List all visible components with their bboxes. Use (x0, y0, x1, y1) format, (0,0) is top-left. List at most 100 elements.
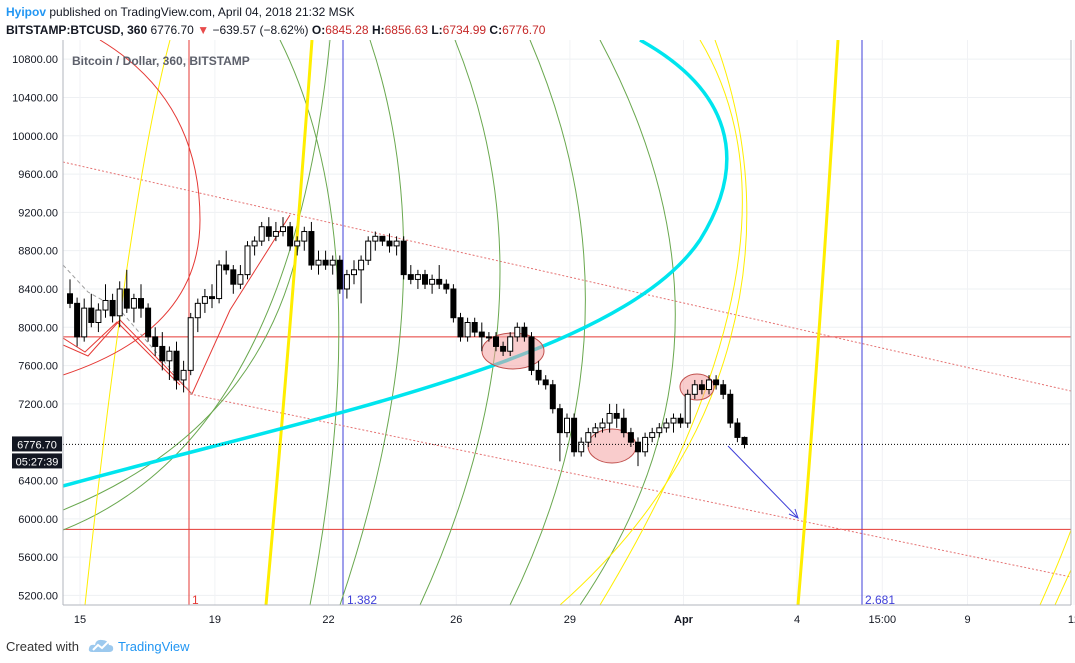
candle[interactable] (535, 360, 542, 385)
candle[interactable] (265, 217, 272, 242)
candle[interactable] (343, 269, 350, 299)
candle[interactable] (627, 427, 634, 447)
candle[interactable] (74, 297, 81, 347)
candle[interactable] (571, 413, 578, 457)
candle[interactable] (130, 293, 137, 323)
candle[interactable] (471, 317, 478, 337)
candle[interactable] (230, 265, 237, 294)
candle[interactable] (116, 281, 123, 328)
candle[interactable] (585, 427, 592, 447)
candle[interactable] (436, 265, 443, 289)
candle[interactable] (393, 236, 400, 256)
candle[interactable] (656, 423, 663, 438)
candle[interactable] (187, 312, 194, 376)
candle[interactable] (109, 293, 116, 323)
candle[interactable] (727, 389, 734, 428)
candle[interactable] (620, 408, 627, 438)
candle[interactable] (528, 332, 535, 376)
candle[interactable] (500, 341, 507, 357)
candle[interactable] (95, 303, 102, 333)
candle[interactable] (145, 303, 152, 342)
candle[interactable] (734, 418, 741, 443)
candle[interactable] (237, 265, 244, 289)
cyan-parabola[interactable] (63, 40, 729, 488)
candle[interactable] (287, 221, 294, 251)
candle[interactable] (166, 346, 173, 380)
candle[interactable] (329, 255, 336, 275)
candle[interactable] (194, 298, 201, 333)
candle[interactable] (677, 413, 684, 428)
candle[interactable] (173, 341, 180, 390)
candle[interactable] (180, 360, 187, 393)
tradingview-cloud-icon[interactable] (88, 636, 114, 656)
candle[interactable] (663, 418, 670, 433)
channel-upper-line[interactable] (63, 161, 1071, 392)
x-axis[interactable]: 15 19 22 26 29 Apr 4 15:00 9 12 (74, 614, 1075, 626)
candle[interactable] (216, 260, 223, 304)
candle[interactable] (67, 279, 73, 309)
candle[interactable] (422, 269, 428, 289)
candle[interactable] (336, 255, 343, 294)
candle[interactable] (514, 322, 521, 342)
y-axis[interactable]: 10800.00 10400.00 10000.00 9600.00 9200.00 88… (12, 54, 58, 602)
candle[interactable] (564, 413, 570, 438)
candle[interactable] (209, 284, 215, 309)
price-chart[interactable]: Bitcoin / Dollar, 360, BITSTAMP 1 1.382 … (0, 40, 1075, 630)
candle[interactable] (152, 327, 159, 357)
candle[interactable] (493, 332, 499, 352)
candle[interactable] (691, 379, 698, 400)
candle[interactable] (407, 265, 414, 285)
candle[interactable] (201, 288, 208, 313)
candle[interactable] (649, 427, 656, 443)
candle[interactable] (698, 379, 705, 395)
candle[interactable] (599, 418, 606, 433)
candle[interactable] (549, 379, 556, 414)
tradingview-link[interactable]: TradingView (118, 639, 190, 654)
candle[interactable] (244, 241, 251, 280)
candle[interactable] (159, 332, 166, 371)
candle[interactable] (592, 423, 599, 438)
candle[interactable] (251, 236, 258, 256)
candle[interactable] (315, 250, 322, 275)
candle[interactable] (308, 221, 315, 270)
candle[interactable] (542, 375, 549, 390)
candle[interactable] (81, 298, 88, 342)
candle[interactable] (556, 403, 563, 462)
candle[interactable] (322, 250, 329, 270)
channel-lower-line[interactable] (189, 393, 1071, 578)
candle[interactable] (301, 226, 308, 251)
author-link[interactable]: Hyipov (6, 5, 47, 19)
candle[interactable] (102, 284, 109, 318)
candle[interactable] (280, 217, 286, 237)
candle[interactable] (351, 260, 357, 285)
candle[interactable] (606, 403, 613, 433)
candle[interactable] (272, 221, 279, 242)
candle[interactable] (429, 274, 436, 294)
candle[interactable] (720, 379, 727, 400)
candle[interactable] (478, 322, 485, 352)
candle[interactable] (443, 279, 450, 294)
candle[interactable] (507, 332, 514, 357)
candle[interactable] (450, 284, 457, 323)
candle[interactable] (713, 375, 720, 390)
candle[interactable] (464, 317, 471, 342)
candle[interactable] (138, 284, 144, 318)
candle[interactable] (123, 269, 130, 313)
candle[interactable] (223, 250, 230, 275)
candle[interactable] (670, 413, 677, 433)
projection-arrow[interactable] (727, 445, 799, 519)
candle[interactable] (613, 403, 620, 428)
candle[interactable] (258, 221, 265, 246)
candle[interactable] (372, 231, 379, 251)
candle[interactable] (485, 332, 492, 342)
candle[interactable] (386, 233, 393, 253)
candle[interactable] (684, 389, 691, 428)
candle[interactable] (88, 293, 95, 328)
candle[interactable] (365, 236, 372, 266)
candle[interactable] (358, 255, 365, 304)
candle[interactable] (414, 269, 421, 289)
candle[interactable] (457, 312, 464, 342)
candle[interactable] (400, 236, 407, 280)
candle[interactable] (294, 236, 301, 256)
candle[interactable] (521, 322, 528, 342)
